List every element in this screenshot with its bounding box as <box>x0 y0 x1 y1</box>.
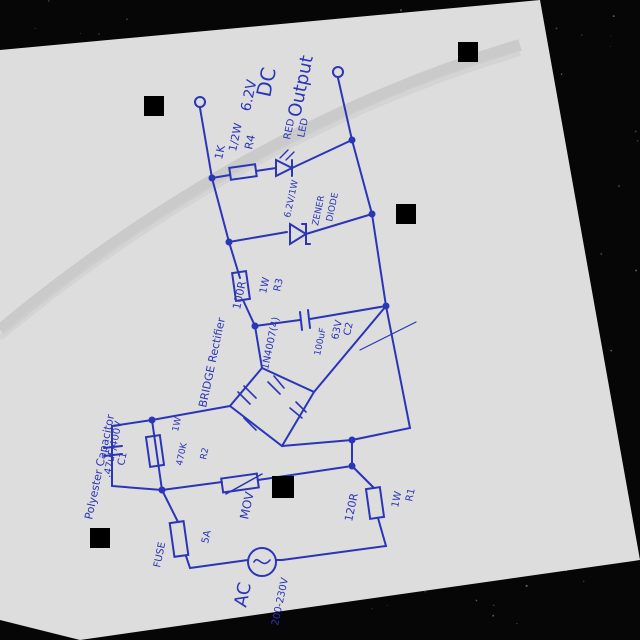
r2-rating-label: 1W <box>171 416 184 432</box>
background-speck <box>126 18 128 20</box>
background-speck <box>492 604 495 607</box>
r3-value-label: 100R <box>230 280 249 311</box>
redaction-box <box>272 476 294 498</box>
background-speck <box>371 608 373 610</box>
background-speck <box>424 590 427 593</box>
c1-name-label: C1 <box>116 451 130 466</box>
dc-label: DC <box>251 65 281 99</box>
fuse-element <box>168 520 190 558</box>
c2-voltage-label: 63V <box>330 319 345 341</box>
fuse-rating-label: 5A <box>200 529 214 544</box>
background-speck <box>617 184 621 188</box>
background-speck <box>581 34 583 36</box>
r4-value-label: 1K <box>212 143 228 160</box>
r3-name-label: R3 <box>272 277 286 292</box>
r2-value-label: 470K <box>175 441 190 467</box>
background-speck <box>612 15 615 18</box>
redaction-box <box>90 528 110 548</box>
background-speck <box>98 33 100 35</box>
led-label-line2: LED <box>296 117 311 139</box>
r4-rating-label: 1/2W <box>226 122 245 153</box>
r3-rating-label: 1W <box>258 276 272 294</box>
output-terminal-left <box>194 96 206 108</box>
left-rail <box>199 107 241 279</box>
r1-value-label: 120R <box>342 492 361 523</box>
background-speck <box>610 35 612 37</box>
background-speck <box>516 623 518 625</box>
redaction-box <box>144 96 164 116</box>
background-speck <box>610 349 613 352</box>
led-label-line1: RED <box>282 118 297 141</box>
r1-name-label: R1 <box>404 487 418 502</box>
redaction-box <box>458 42 478 62</box>
background-speck <box>609 45 611 48</box>
background-speck <box>583 580 585 582</box>
r1-rating-label: 1W <box>390 490 404 508</box>
background-speck <box>635 269 638 272</box>
background-speck <box>79 33 81 34</box>
background-speck <box>560 73 563 75</box>
redaction-box <box>396 204 416 224</box>
background-speck <box>475 599 478 602</box>
ac-source <box>247 547 277 577</box>
junction-dots <box>148 136 390 494</box>
background-speck <box>47 0 50 2</box>
background-speck <box>525 584 528 588</box>
background-speck <box>634 130 637 133</box>
r4-name-label: R4 <box>242 134 258 151</box>
fuse-label: FUSE <box>152 541 168 568</box>
output-voltage-label: 6.2V <box>238 78 260 113</box>
r2-resistor <box>144 434 166 468</box>
circuit-schematic <box>103 66 417 577</box>
c1-capacitor <box>103 445 123 457</box>
background-speck <box>34 27 36 29</box>
fold-shadow <box>0 39 522 335</box>
background-speck <box>399 9 403 12</box>
mov-label: MOV <box>237 490 257 521</box>
c2-name-label: C2 <box>342 321 356 336</box>
background-speck <box>636 139 639 142</box>
ac-label: AC <box>230 581 256 609</box>
output-terminal-right <box>332 66 344 78</box>
background-speck <box>555 27 558 30</box>
right-rail <box>337 77 412 441</box>
background-speck <box>492 614 495 617</box>
r2-name-label: R2 <box>199 447 211 461</box>
background-speck <box>386 604 388 606</box>
background-speck <box>600 252 603 255</box>
